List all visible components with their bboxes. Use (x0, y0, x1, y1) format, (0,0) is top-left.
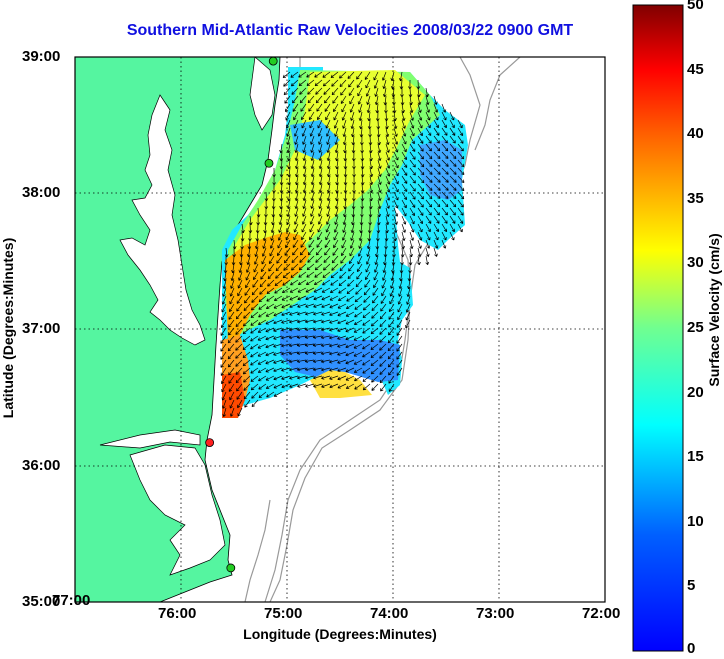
x-axis-label: Longitude (Degrees:Minutes) (243, 626, 437, 642)
chesapeake-bay (119, 94, 206, 346)
colorbar-tick-6: 20 (687, 383, 704, 401)
y-axis-label: Latitude (Degrees:Minutes) (0, 237, 16, 419)
y-tick-0: 39:00 (22, 48, 61, 65)
map-grid (75, 57, 605, 602)
colorbar-tick-1: 45 (687, 60, 704, 78)
axes-frame (74, 56, 606, 603)
station-marker-3 (226, 563, 236, 573)
colorbar (632, 4, 684, 652)
pamlico-sound (129, 444, 226, 576)
albemarle-sound (99, 429, 201, 449)
colorbar-tick-2: 40 (687, 125, 704, 143)
station-markers (205, 56, 278, 573)
colorbar-tick-7: 15 (687, 448, 704, 466)
station-marker-1 (264, 158, 274, 168)
delaware-bay (249, 57, 276, 131)
y-tick-4: 35:00 (22, 593, 61, 610)
velocity-arrows (220, 71, 465, 417)
x-tick-1: 76:00 (158, 605, 197, 622)
station-marker-0 (268, 56, 278, 66)
map-title: Southern Mid-Atlantic Raw Velocities 200… (126, 22, 574, 39)
colorbar-tick-9: 5 (687, 577, 696, 595)
colorbar-tick-0: 50 (687, 0, 704, 13)
colorbar-tick-3: 35 (687, 189, 704, 207)
y-tick-3: 36:00 (22, 457, 61, 474)
y-tick-2: 37:00 (22, 320, 61, 337)
x-tick-4: 73:00 (476, 605, 515, 622)
colorbar-label: Surface Velocity (cm/s) (706, 233, 722, 387)
colorbar-tick-4: 30 (687, 254, 704, 272)
x-tick-5: 72:00 (582, 605, 621, 622)
colorbar-tick-5: 25 (687, 319, 704, 336)
x-tick-0: 77:00 (52, 592, 91, 609)
x-tick-2: 75:00 (264, 605, 303, 622)
colorbar-tick-8: 10 (687, 512, 704, 530)
y-tick-1: 38:00 (22, 184, 61, 201)
colorbar-tick-10: 0 (687, 640, 696, 657)
x-tick-3: 74:00 (370, 605, 409, 622)
velocity-vectors (220, 71, 465, 417)
station-marker-2 (205, 438, 215, 447)
